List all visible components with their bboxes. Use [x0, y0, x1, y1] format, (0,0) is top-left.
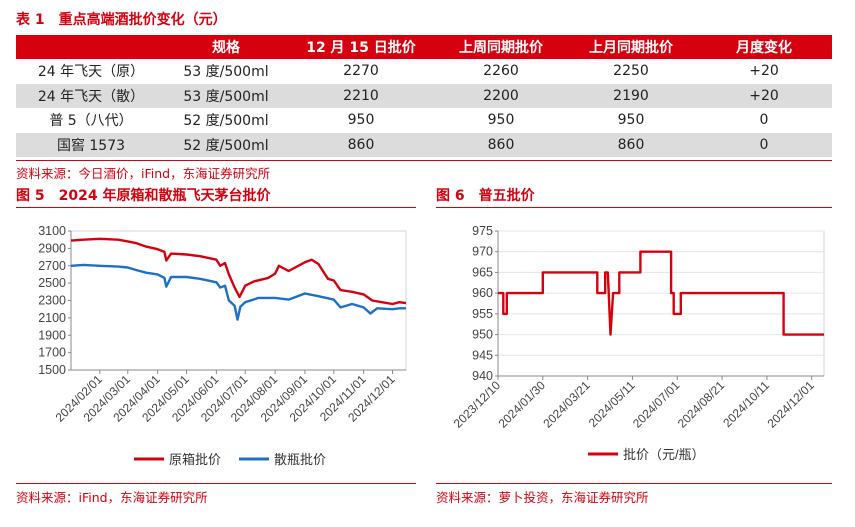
table-cell: 860: [436, 132, 566, 157]
table-header-cell: 上月同期批价: [566, 35, 696, 59]
table-cell: 860: [286, 132, 436, 157]
y-tick-label: 960: [472, 286, 493, 300]
legend-label: 散瓶批价: [274, 452, 326, 467]
y-tick-label: 950: [472, 328, 493, 342]
y-tick-label: 3100: [38, 224, 66, 238]
plot-frame: [70, 230, 407, 371]
table-cell: 2200: [436, 83, 566, 108]
y-tick-label: 2700: [38, 259, 66, 273]
table-cell: 2270: [343, 63, 379, 80]
table-cell: 860: [566, 132, 696, 157]
fig6-source: 资料来源：萝卜投资，东海证券研究所: [436, 490, 649, 505]
table-cell: 950: [617, 112, 645, 129]
y-tick-label: 1900: [38, 328, 66, 342]
table-cell: +20: [749, 63, 779, 80]
table-cell: 国窖 1573: [16, 132, 166, 157]
x-tick-label: 2024/03/21: [540, 378, 593, 431]
fig5-title: 图 5 2024 年原箱和散瓶飞天茅台批价: [16, 188, 271, 204]
table-cell: 950: [487, 112, 515, 129]
y-tick-label: 2300: [38, 294, 66, 308]
table-row: 24 年飞天（散） 53 度/500ml 2210 2200 2190 +20: [16, 83, 832, 108]
fig5-source: 资料来源：iFind，东海证券研究所: [16, 490, 208, 505]
price-table: 规格 12 月 15 日批价 上周同期批价 上月同期批价 月度变化 24 年飞天…: [16, 35, 832, 157]
table-cell: 0: [759, 112, 769, 129]
table-cell: 2250: [613, 63, 649, 80]
series-line: [70, 237, 407, 306]
y-tick-label: 1500: [38, 363, 66, 377]
y-tick-label: 2100: [38, 311, 66, 325]
table-cell: +20: [696, 83, 832, 108]
table-cell: 52 度/500ml: [166, 132, 286, 157]
fig5-line-chart: 1500170019002100230025002700290031002024…: [38, 224, 407, 467]
x-tick-label: 2024/05/11: [586, 378, 638, 430]
x-tick-label: 2024/10/11: [720, 378, 772, 430]
y-tick-label: 955: [472, 307, 493, 321]
series-line: [70, 263, 406, 321]
table-bottom-rule: [16, 160, 832, 161]
x-tick-label: 2024/12/01: [764, 378, 817, 431]
table-cell: 2260: [483, 63, 519, 80]
y-tick-label: 2500: [38, 276, 66, 290]
table-cell: 950: [347, 112, 375, 129]
table-cell: 24 年飞天（原）: [37, 64, 145, 81]
x-tick-label: 2023/12/10: [451, 378, 504, 431]
table-header-cell: 12 月 15 日批价: [286, 35, 436, 59]
table-header-cell: 规格: [166, 35, 286, 59]
table-header-row: 规格 12 月 15 日批价 上周同期批价 上月同期批价 月度变化: [16, 35, 832, 59]
series-line: [498, 250, 824, 336]
table-title: 表 1 重点高端酒批价变化（元）: [16, 12, 227, 28]
x-tick-label: 2024/07/01: [630, 378, 683, 431]
table-row: 普 5（八代） 52 度/500ml 950 950 950 0: [16, 108, 832, 133]
table-header-cell: 月度变化: [696, 35, 832, 59]
y-tick-label: 2900: [38, 241, 66, 255]
table-row: 国窖 1573 52 度/500ml 860 860 860 0: [16, 132, 832, 157]
table-cell: 53 度/500ml: [166, 83, 286, 108]
y-tick-label: 965: [472, 265, 493, 279]
table-cell: 2210: [286, 83, 436, 108]
table-row: 24 年飞天（原） 53 度/500ml 2270 2260 2250 +20: [16, 59, 832, 84]
table-cell: 2190: [566, 83, 696, 108]
table-header-cell: [16, 35, 166, 59]
table-cell: 52 度/500ml: [183, 113, 269, 130]
fig6-line-chart: 9409459509559609659709752023/12/102024/0…: [451, 224, 825, 462]
fig6-title: 图 6 普五批价: [436, 188, 535, 204]
y-tick-label: 945: [472, 348, 493, 362]
table-source: 资料来源：今日酒价，iFind，东海证券研究所: [16, 166, 271, 181]
table-header-cell: 上周同期批价: [436, 35, 566, 59]
table-cell: 0: [696, 132, 832, 157]
x-tick-label: 2024/01/30: [496, 378, 549, 431]
legend-label: 原箱批价: [169, 452, 221, 467]
y-tick-label: 940: [472, 369, 493, 383]
table-cell: 53 度/500ml: [183, 64, 269, 81]
fig6-top-rule: [436, 207, 832, 208]
table-cell: 24 年飞天（散）: [16, 83, 166, 108]
legend-label: 批价（元/瓶）: [623, 447, 705, 462]
x-tick-label: 2024/08/21: [675, 378, 728, 431]
fig6-bottom-rule: [436, 483, 832, 484]
fig5-top-rule: [16, 207, 416, 208]
y-tick-label: 970: [472, 245, 493, 259]
y-tick-label: 975: [472, 224, 493, 238]
fig5-bottom-rule: [16, 483, 416, 484]
y-tick-label: 1700: [38, 346, 66, 360]
table-cell: 普 5（八代）: [49, 113, 133, 130]
